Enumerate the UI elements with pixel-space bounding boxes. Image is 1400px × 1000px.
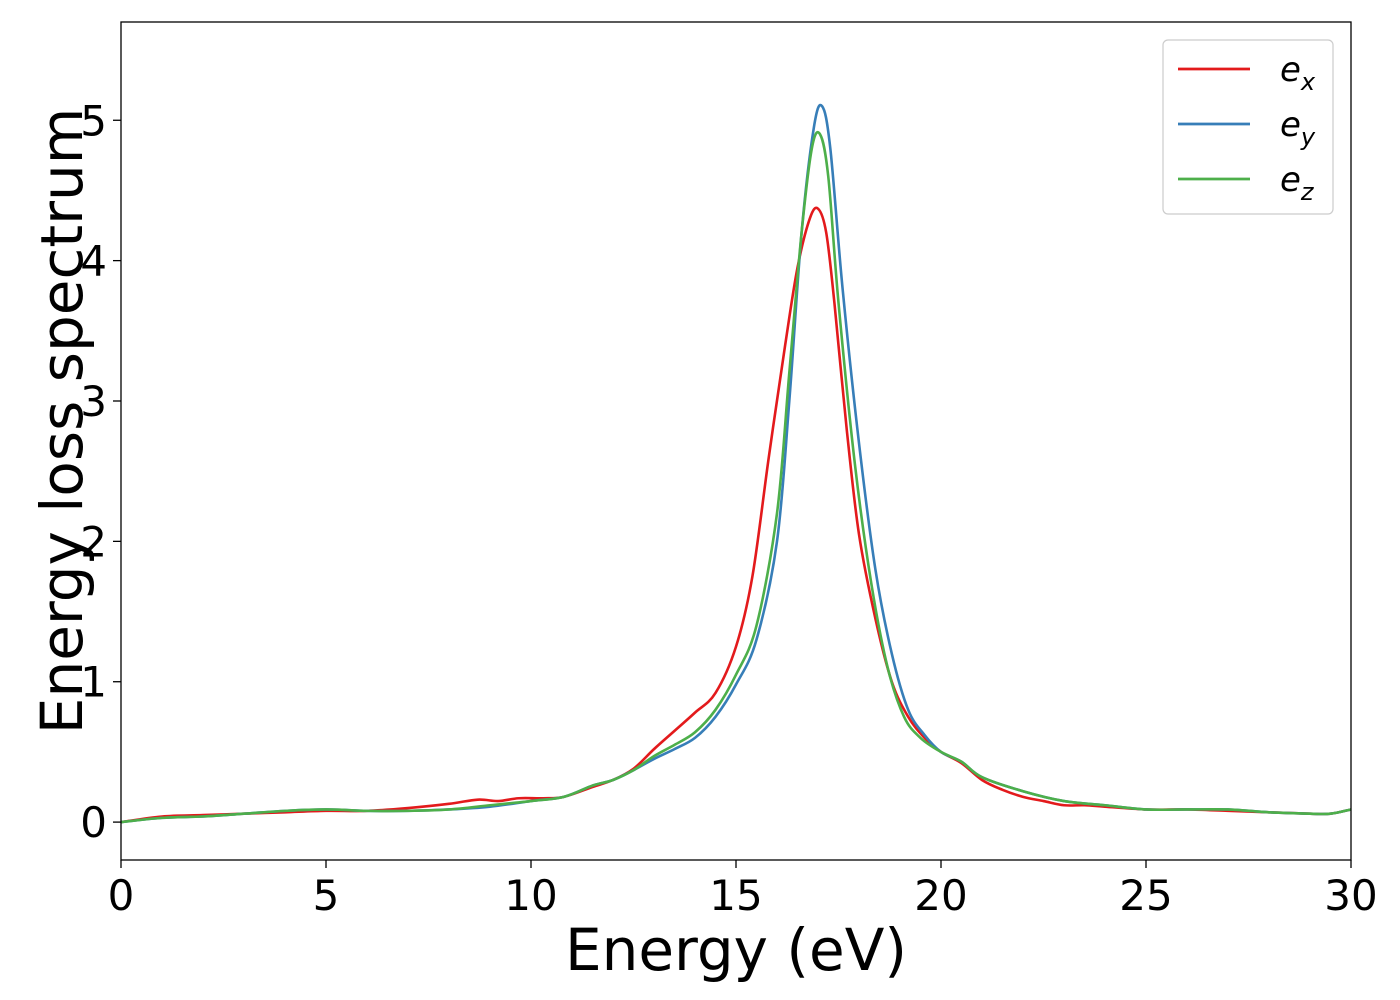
legend-label-x: ex: [1280, 50, 1316, 96]
x-tick-label: 15: [709, 871, 762, 920]
x-tick-label: 30: [1324, 871, 1377, 920]
legend: ex ey ez: [1162, 39, 1334, 215]
x-tick-label: 5: [313, 871, 340, 920]
legend-label-z: ez: [1280, 160, 1315, 206]
y-tick-label: 0: [80, 798, 107, 847]
legend-label-y: ey: [1280, 105, 1316, 151]
legend-box: [1162, 39, 1334, 215]
x-tick-label: 20: [914, 871, 967, 920]
x-axis-title: Energy (eV): [565, 916, 907, 984]
x-tick-label: 0: [108, 871, 135, 920]
y-tick-label: 1: [80, 658, 107, 707]
x-axis-ticks: 0 5 10 15 20 25 30: [108, 860, 1378, 920]
x-tick-label: 10: [504, 871, 557, 920]
y-tick-label: 3: [80, 377, 107, 426]
y-axis-ticks: 0 1 2 3 4 5: [80, 96, 121, 847]
y-tick-label: 4: [80, 237, 107, 286]
series-layer: [121, 103, 1351, 824]
series-line-z: [121, 130, 1351, 824]
y-tick-label: 2: [80, 517, 107, 566]
x-tick-label: 25: [1119, 871, 1172, 920]
y-axis-title: Energy loss spectrum: [28, 108, 96, 734]
y-tick-label: 5: [80, 96, 107, 145]
series-line-x: [121, 206, 1351, 824]
